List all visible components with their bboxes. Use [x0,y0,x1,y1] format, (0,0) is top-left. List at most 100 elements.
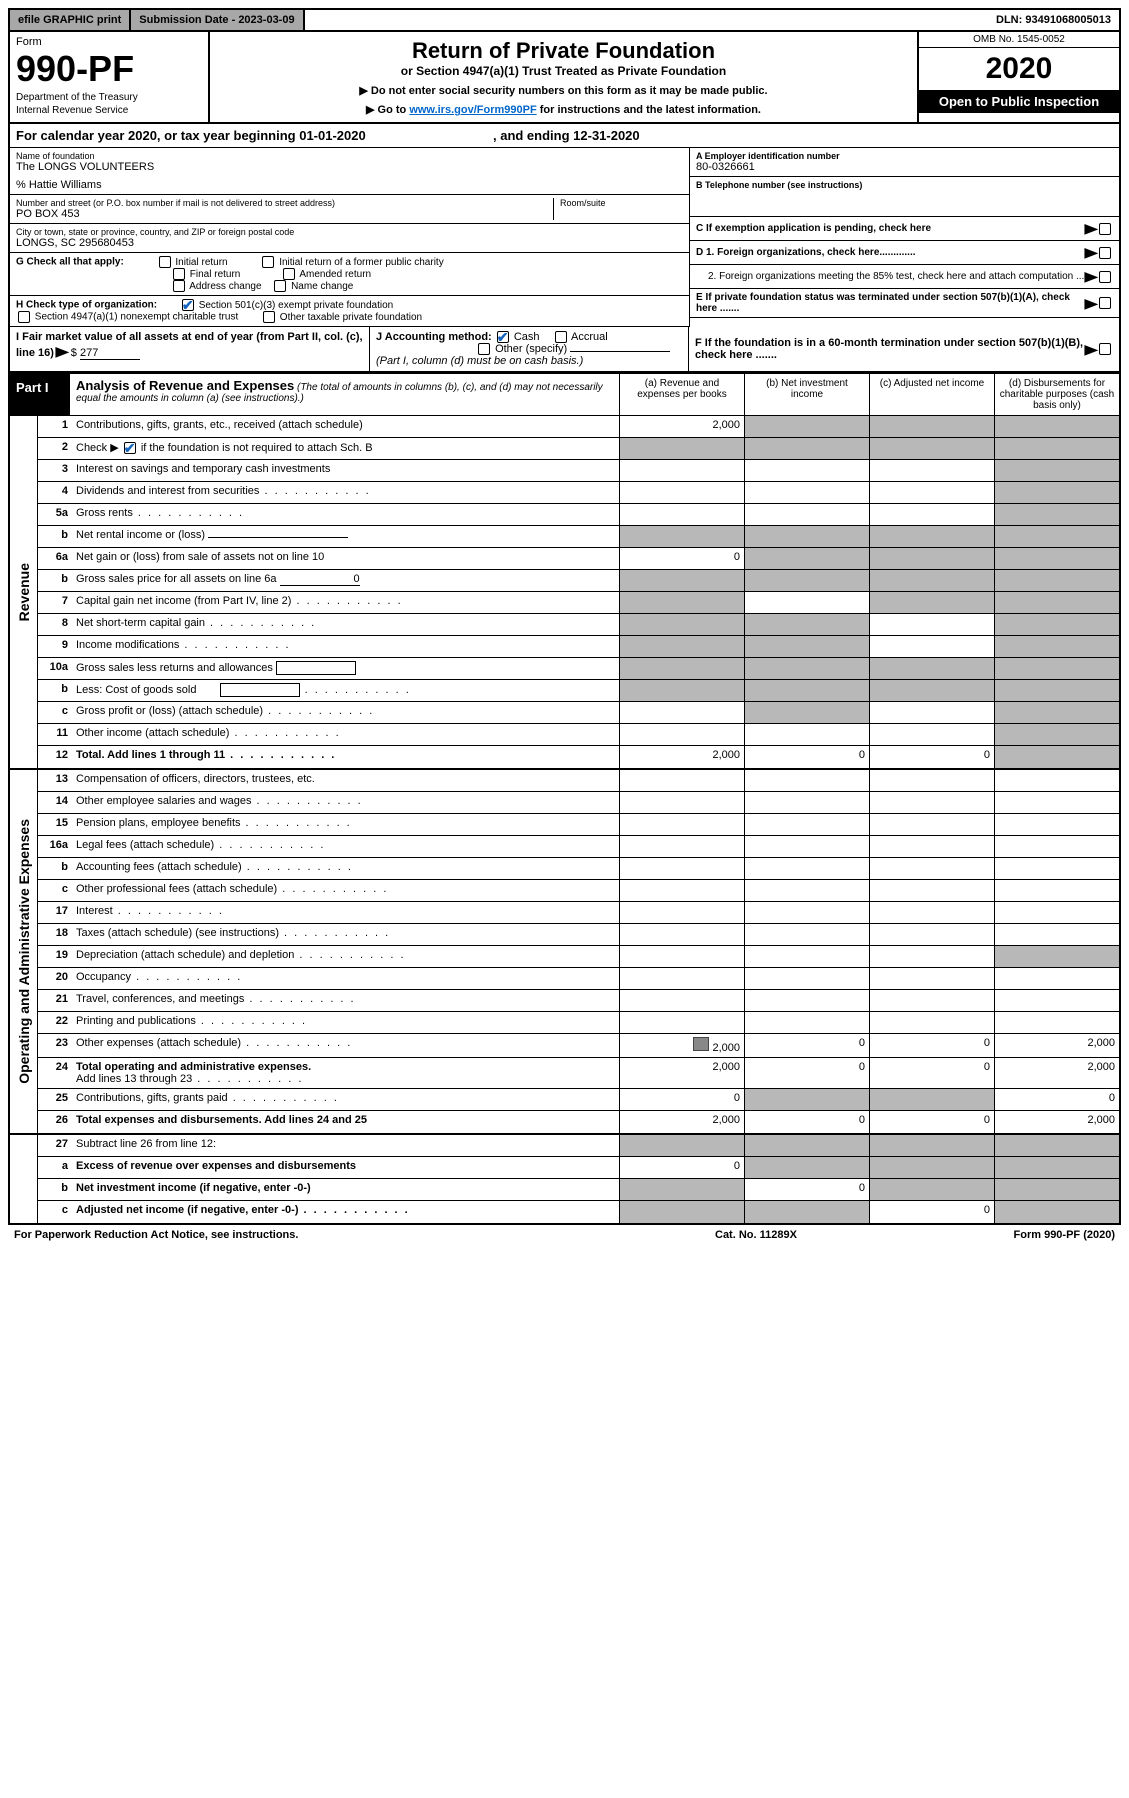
table-row: 2Check ▶ if the foundation is not requir… [38,438,1119,460]
header-right: OMB No. 1545-0052 2020 Open to Public In… [919,32,1119,122]
goto-prefix: ▶ Go to [366,104,409,116]
f-cell: F If the foundation is in a 60-month ter… [689,327,1119,371]
dept-treasury: Department of the Treasury [16,92,202,103]
checkbox-sch-b[interactable] [124,442,136,454]
foundation-name-cell: Name of foundation The LONGS VOLUNTEERS … [10,148,689,195]
footer-pra: For Paperwork Reduction Act Notice, see … [14,1229,715,1241]
h-label: H Check type of organization: [16,300,157,311]
cal-end: , and ending 12-31-2020 [493,128,640,143]
room-label: Room/suite [560,198,683,208]
table-row: cAdjusted net income (if negative, enter… [38,1201,1119,1223]
phone-cell: B Telephone number (see instructions) [690,177,1119,217]
page: efile GRAPHIC print Submission Date - 20… [0,0,1129,1253]
table-row: 10aGross sales less returns and allowanc… [38,658,1119,680]
checkbox-d1[interactable] [1099,247,1111,259]
table-row: bNet rental income or (loss) [38,526,1119,548]
irs-link[interactable]: www.irs.gov/Form990PF [409,104,536,116]
g-amended-label: Amended return [299,269,371,280]
form-title: Return of Private Foundation [216,38,911,64]
table-row: bAccounting fees (attach schedule) [38,858,1119,880]
footer-cat: Cat. No. 11289X [715,1229,915,1241]
e-label: E If private foundation status was termi… [696,292,1086,314]
checkbox-address-change[interactable] [173,280,185,292]
table-row: cOther professional fees (attach schedul… [38,880,1119,902]
table-row: 14Other employee salaries and wages [38,792,1119,814]
dept-irs: Internal Revenue Service [16,105,202,116]
g-initpub-label: Initial return of a former public charit… [279,257,444,268]
form-number: 990-PF [16,48,202,90]
table-row: 27Subtract line 26 from line 12: [38,1135,1119,1157]
j-cell: J Accounting method: Cash Accrual Other … [370,327,689,371]
table-row: 20Occupancy [38,968,1119,990]
arrow-icon: ▶ [1085,268,1099,285]
table-row: 5aGross rents [38,504,1119,526]
table-row: 11Other income (attach schedule) [38,724,1119,746]
d1-label: D 1. Foreign organizations, check here..… [696,247,1086,258]
table-row: 13Compensation of officers, directors, t… [38,770,1119,792]
h-checkboxes: H Check type of organization: Section 50… [10,296,689,327]
header-left: Form 990-PF Department of the Treasury I… [10,32,210,122]
g-final-label: Final return [190,269,241,280]
submission-date: Submission Date - 2023-03-09 [131,10,304,30]
checkbox-final-return[interactable] [173,268,185,280]
j-label: J Accounting method: [376,331,492,343]
care-of: % Hattie Williams [16,179,683,191]
checkbox-cash[interactable] [497,331,509,343]
checkbox-initial-public[interactable] [262,256,274,268]
table-row: 9Income modifications [38,636,1119,658]
arrow-icon: ▶ [1085,244,1099,261]
subtract-body: 27Subtract line 26 from line 12: aExcess… [38,1135,1119,1223]
table-row: 16aLegal fees (attach schedule) [38,836,1119,858]
col-d-header: (d) Disbursements for charitable purpose… [994,374,1119,415]
addr-label: Number and street (or P.O. box number if… [16,198,553,208]
table-row: bNet investment income (if negative, ent… [38,1179,1119,1201]
g-initial-label: Initial return [175,257,227,268]
topbar: efile GRAPHIC print Submission Date - 20… [8,8,1121,32]
calendar-year-row: For calendar year 2020, or tax year begi… [8,124,1121,148]
table-row: 25Contributions, gifts, grants paid00 [38,1089,1119,1111]
address-cell: Number and street (or P.O. box number if… [10,195,689,224]
arrow-icon: ▶ [1085,220,1099,237]
checkbox-accrual[interactable] [555,331,567,343]
revenue-body: 1Contributions, gifts, grants, etc., rec… [38,416,1119,768]
form-instruction-2: ▶ Go to www.irs.gov/Form990PF for instru… [216,103,911,116]
g-namechg-label: Name change [291,281,353,292]
d1-cell: D 1. Foreign organizations, check here..… [690,241,1119,265]
checkbox-d2[interactable] [1099,271,1111,283]
checkbox-f[interactable] [1099,343,1111,355]
worksheet-icon[interactable] [693,1037,709,1051]
checkbox-initial-return[interactable] [159,256,171,268]
arrow-icon: ▶ [1085,295,1099,312]
table-row: 21Travel, conferences, and meetings [38,990,1119,1012]
phone-label: B Telephone number (see instructions) [696,180,1113,190]
checkbox-amended[interactable] [283,268,295,280]
checkbox-4947[interactable] [18,311,30,323]
checkbox-other-method[interactable] [478,343,490,355]
table-row: aExcess of revenue over expenses and dis… [38,1157,1119,1179]
expenses-body: 13Compensation of officers, directors, t… [38,770,1119,1133]
e-cell: E If private foundation status was termi… [690,289,1119,318]
name-label: Name of foundation [16,151,683,161]
revenue-table: Revenue 1Contributions, gifts, grants, e… [8,416,1121,770]
city-value: LONGS, SC 295680453 [16,237,683,249]
table-row: cGross profit or (loss) (attach schedule… [38,702,1119,724]
ein-value: 80-0326661 [696,161,1113,173]
form-instruction-1: ▶ Do not enter social security numbers o… [216,84,911,97]
open-to-public: Open to Public Inspection [919,90,1119,113]
table-row: 23Other expenses (attach schedule) 2,000… [38,1034,1119,1058]
info-right: A Employer identification number 80-0326… [689,148,1119,327]
checkbox-e[interactable] [1099,297,1111,309]
checkbox-c[interactable] [1099,223,1111,235]
expenses-table: Operating and Administrative Expenses 13… [8,770,1121,1135]
checkbox-name-change[interactable] [274,280,286,292]
table-row: bLess: Cost of goods sold [38,680,1119,702]
efile-print-button[interactable]: efile GRAPHIC print [10,10,131,30]
info-section: Name of foundation The LONGS VOLUNTEERS … [8,148,1121,327]
table-row: 12Total. Add lines 1 through 112,00000 [38,746,1119,768]
d2-cell: 2. Foreign organizations meeting the 85%… [690,265,1119,289]
col-c-header: (c) Adjusted net income [869,374,994,415]
checkbox-other-taxable[interactable] [263,311,275,323]
table-row: 19Depreciation (attach schedule) and dep… [38,946,1119,968]
footer-form: Form 990-PF (2020) [915,1229,1115,1241]
checkbox-501c3[interactable] [182,299,194,311]
